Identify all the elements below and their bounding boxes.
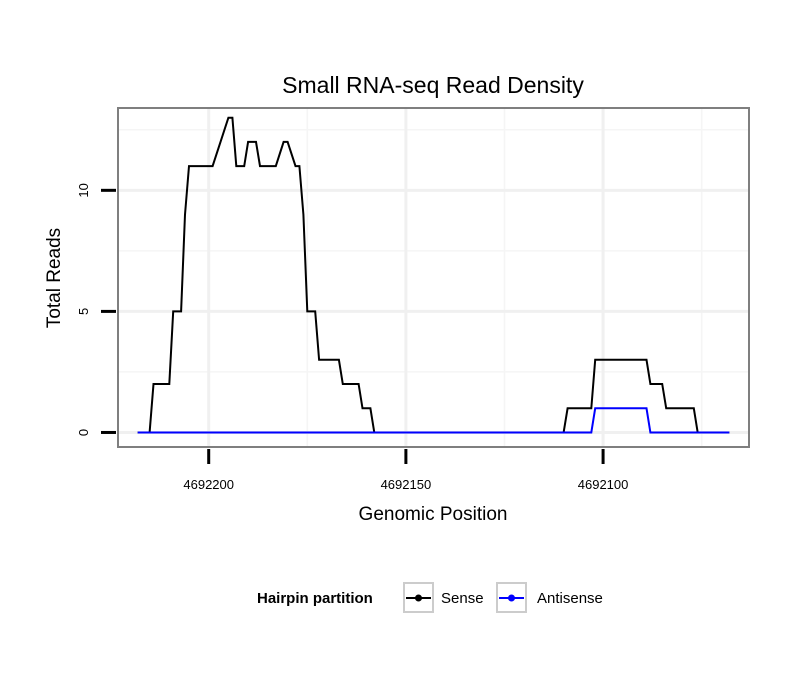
x-tick-label: 4692200 (183, 477, 234, 492)
legend-label-antisense: Antisense (537, 590, 603, 607)
x-tick-label: 4692100 (578, 477, 629, 492)
legend-label-sense: Sense (441, 590, 484, 607)
legend-title: Hairpin partition (257, 590, 373, 607)
legend-key-antisense-point (508, 594, 515, 602)
y-tick-label: 10 (76, 183, 91, 197)
series-line-antisense (137, 407, 730, 434)
chart-title: Small RNA-seq Read Density (282, 72, 584, 98)
legend-key-sense-point (415, 594, 422, 602)
y-tick-label: 5 (76, 308, 91, 315)
legend: Hairpin partition Sense Antisense (257, 582, 603, 613)
series-line-sense (137, 116, 730, 434)
y-tick-label: 0 (76, 429, 91, 436)
y-axis-title: Total Reads (44, 228, 65, 328)
plot-border (117, 107, 750, 448)
x-axis-title: Genomic Position (359, 504, 508, 525)
plot-panel (118, 108, 749, 447)
x-tick-label: 4692150 (381, 477, 432, 492)
